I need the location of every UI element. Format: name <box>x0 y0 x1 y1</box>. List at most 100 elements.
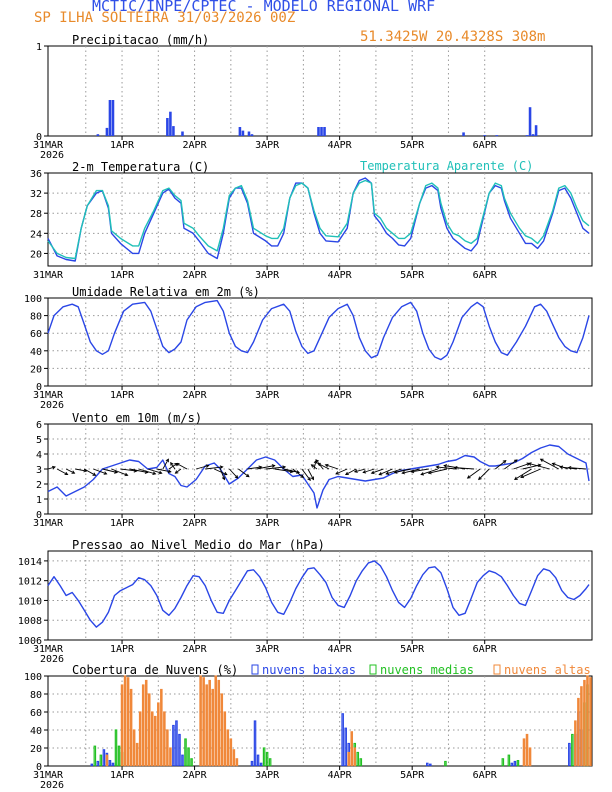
precip-title: Precipitacao (mm/h) <box>72 33 209 47</box>
wind-arrow <box>120 468 137 472</box>
precip-bar <box>462 132 465 136</box>
wind-arrow <box>307 468 314 480</box>
wind-arrowhead <box>443 464 448 468</box>
clouds-bar <box>187 747 190 767</box>
clouds-bar <box>163 711 166 767</box>
wind-arrowhead <box>567 465 572 470</box>
clouds-bar <box>126 677 130 767</box>
clouds-bar <box>105 754 109 767</box>
precip-bar <box>531 134 535 136</box>
wind-arrow <box>138 468 156 475</box>
precip-bar <box>495 135 499 137</box>
rh-line-0 <box>47 299 590 361</box>
clouds-xlabel: 5APR <box>400 770 425 781</box>
rh-ylabel: 40 <box>30 347 42 358</box>
wind-arrowhead <box>478 476 482 481</box>
precip-xlabel: 6APR <box>473 140 498 151</box>
wind-arrow <box>420 468 439 476</box>
wind-arrow <box>129 468 148 473</box>
rh-xlabel: 3APR <box>255 390 280 401</box>
wind-arrow <box>195 465 209 470</box>
wind-arrowhead <box>393 470 398 474</box>
clouds-bar <box>359 758 363 767</box>
pres-xlabel: 5APR <box>400 644 425 655</box>
precip-bar <box>169 111 172 136</box>
clouds-xlabel: 2APR <box>183 770 208 781</box>
clouds-bar <box>169 747 172 767</box>
pres-ylabel: 1006 <box>18 636 42 647</box>
clouds-bar <box>214 675 218 767</box>
precip-bar <box>96 134 100 136</box>
wind-arrowhead <box>103 471 108 475</box>
wind-arrowhead <box>466 475 471 479</box>
clouds-bar <box>429 763 432 767</box>
wind-arrow <box>540 458 559 470</box>
wind-xstart: 31MAR <box>33 518 64 529</box>
wind-arrowhead <box>344 471 349 476</box>
wind-arrowhead <box>219 465 224 469</box>
clouds-legend-label: nuvens medias <box>380 663 474 677</box>
clouds-xyear: 2026 <box>40 780 64 791</box>
wind-arrow <box>75 468 87 472</box>
rh-ylabel: 20 <box>30 364 42 375</box>
wind-arrow <box>256 465 275 470</box>
pres-xlabel: 2APR <box>183 644 208 655</box>
temp-xlabel: 5APR <box>400 270 425 281</box>
wind-arrowhead <box>310 464 315 468</box>
temp-ylabel: 28 <box>30 209 42 220</box>
wind-arrow <box>520 468 541 478</box>
clouds-bar <box>259 762 263 767</box>
wind-arrowhead <box>223 471 228 476</box>
clouds-bar <box>114 729 118 767</box>
precip-bar <box>534 125 538 136</box>
clouds-bar <box>256 754 260 767</box>
clouds-bar <box>347 751 350 767</box>
clouds-bar <box>220 693 224 767</box>
wind-ylabel: 5 <box>36 435 42 446</box>
clouds-bar <box>190 758 193 767</box>
precip-xlabel: 3APR <box>255 140 280 151</box>
wind-arrowhead <box>221 476 226 481</box>
clouds-bar <box>205 684 208 767</box>
clouds-bar <box>141 684 145 767</box>
clouds-bar <box>516 759 520 767</box>
wind-ylabel: 6 <box>36 420 42 431</box>
precip-bar <box>181 131 184 136</box>
wind-arrowhead <box>378 472 383 476</box>
pres-xlabel: 1APR <box>110 644 135 655</box>
clouds-bar <box>571 733 574 767</box>
clouds-bar <box>111 762 115 767</box>
precip-bar <box>250 134 254 136</box>
wind-arrow <box>238 468 250 478</box>
clouds-bar <box>510 762 514 767</box>
wind-arrowhead <box>420 472 425 476</box>
clouds-bar <box>99 754 103 767</box>
wind-arrow <box>345 468 357 475</box>
clouds-bar <box>262 747 266 767</box>
rh-ylabel: 60 <box>30 329 42 340</box>
clouds-ylabel: 40 <box>30 726 42 737</box>
wind-arrowhead <box>52 465 56 470</box>
wind-arrowhead <box>502 460 507 464</box>
clouds-bar <box>232 749 236 767</box>
wind-arrow <box>402 468 420 474</box>
clouds-ylabel: 20 <box>30 744 42 755</box>
wind-title: Vento em 10m (m/s) <box>72 411 202 425</box>
wind-arrow <box>379 468 393 476</box>
wind-arrow <box>292 468 304 478</box>
rh-frame <box>47 297 593 387</box>
wind-xlabel: 1APR <box>110 518 135 529</box>
clouds-bar <box>123 675 127 767</box>
clouds-bar <box>160 688 163 767</box>
clouds-title: Cobertura de Nuvens (%) <box>72 663 238 677</box>
clouds-bar <box>117 745 121 767</box>
precip-bar <box>241 130 245 136</box>
precip-bar <box>238 127 242 136</box>
precip-ylabel: 0 <box>36 132 42 143</box>
temp-ylabel: 32 <box>30 189 42 200</box>
rh-xlabel: 2APR <box>183 390 208 401</box>
clouds-bar <box>178 733 181 767</box>
clouds-bar <box>166 729 169 767</box>
